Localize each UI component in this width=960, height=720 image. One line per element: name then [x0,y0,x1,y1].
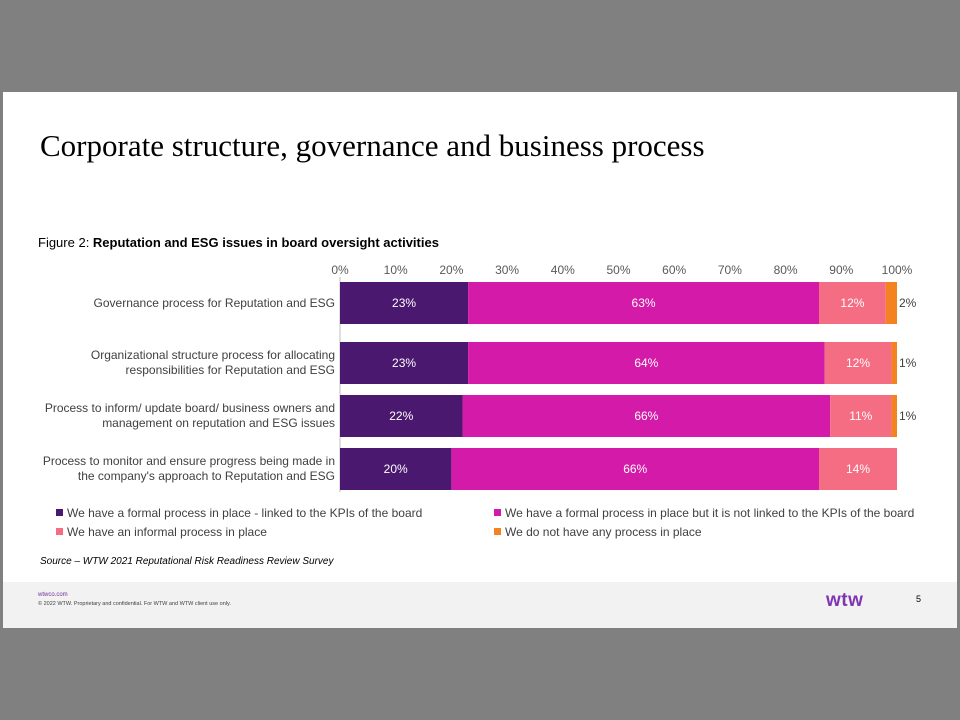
legend-label: We have a formal process in place but it… [505,506,915,520]
page-number: 5 [916,594,922,604]
x-tick-label: 70% [718,263,742,277]
legend-swatch [56,509,63,516]
data-label: 12% [840,296,864,310]
bar-segment [340,395,463,437]
x-tick-label: 40% [551,263,575,277]
x-tick-label: 80% [774,263,798,277]
legend-item: We have a formal process in place - link… [56,506,422,520]
bar-segment [340,342,469,384]
legend-label: We do not have any process in place [505,525,702,539]
bar-segment [340,448,452,490]
wtw-logo: wtw [826,590,864,611]
source-note: Source – WTW 2021 Reputational Risk Read… [40,556,334,567]
data-label: 14% [846,462,870,476]
category-label-line: the company's approach to Reputation and… [77,469,335,483]
data-label: 66% [623,462,647,476]
bar-segment [451,448,820,490]
bar-segment [468,342,825,384]
footer-copyright: © 2022 WTW. Proprietary and confidential… [38,601,231,607]
legend-label: We have an informal process in place [67,525,267,539]
category-label-line: responsibilities for Reputation and ESG [125,363,335,377]
footer-url[interactable]: wtwco.com [38,592,68,598]
bar-segment [891,395,897,437]
figure-caption: Figure 2: Reputation and ESG issues in b… [38,235,439,250]
x-tick-label: 60% [662,263,686,277]
data-label: 23% [392,296,416,310]
x-tick-label: 10% [384,263,408,277]
data-label: 20% [384,462,408,476]
data-label: 64% [634,356,658,370]
bar-segment [819,448,897,490]
slide-title: Corporate structure, governance and busi… [40,128,705,163]
x-tick-label: 0% [331,263,349,277]
x-tick-label: 100% [882,263,913,277]
category-label-line: Process to inform/ update board/ busines… [44,401,335,415]
x-tick-label: 90% [829,263,853,277]
bar-segment [462,395,831,437]
data-label: 66% [634,409,658,423]
bar-segment [340,282,469,324]
bar-segment [891,342,897,384]
figure-title: Reputation and ESG issues in board overs… [92,235,439,250]
category-label: Process to inform/ update board/ busines… [15,401,335,431]
x-tick-label: 20% [439,263,463,277]
category-labels: Governance process for Reputation and ES… [13,92,335,512]
bar-segment [819,282,886,324]
legend-swatch [56,528,63,535]
data-label: 63% [632,296,656,310]
legend-swatch [494,509,501,516]
legend-item: We have an informal process in place [56,525,267,539]
legend-label: We have a formal process in place - link… [67,506,423,520]
data-label: 23% [392,356,416,370]
category-label-line: management on reputation and ESG issues [102,416,335,430]
data-label: 2% [899,296,917,310]
bar-segment [885,282,897,324]
category-label-line: Process to monitor and ensure progress b… [42,454,335,468]
slide: Corporate structure, governance and busi… [3,92,957,628]
figure-label: Figure 2: [38,235,93,250]
x-tick-label: 50% [606,263,630,277]
legend-item: We do not have any process in place [494,525,702,539]
bar-segment [824,342,892,384]
legend-swatch [494,528,501,535]
category-label: Organizational structure process for all… [15,348,335,378]
x-tick-label: 30% [495,263,519,277]
data-label: 12% [846,356,870,370]
category-label: Governance process for Reputation and ES… [15,296,335,311]
legend-item: We have a formal process in place but it… [494,506,914,520]
data-label: 1% [899,356,917,370]
data-label: 22% [389,409,413,423]
category-label-line: Governance process for Reputation and ES… [93,295,335,310]
category-label-line: Organizational structure process for all… [90,348,335,362]
data-label: 1% [899,409,917,423]
data-label: 11% [849,409,872,423]
footer: wtwco.com © 2022 WTW. Proprietary and co… [3,582,957,628]
bar-segment [468,282,820,324]
category-label: Process to monitor and ensure progress b… [15,454,335,484]
bar-segment [830,395,892,437]
stacked-bar-chart: 0% 10% 20% 30% 40% 50% 60% 70% 80% 90% 100% 23% 63% 1… [331,263,917,492]
